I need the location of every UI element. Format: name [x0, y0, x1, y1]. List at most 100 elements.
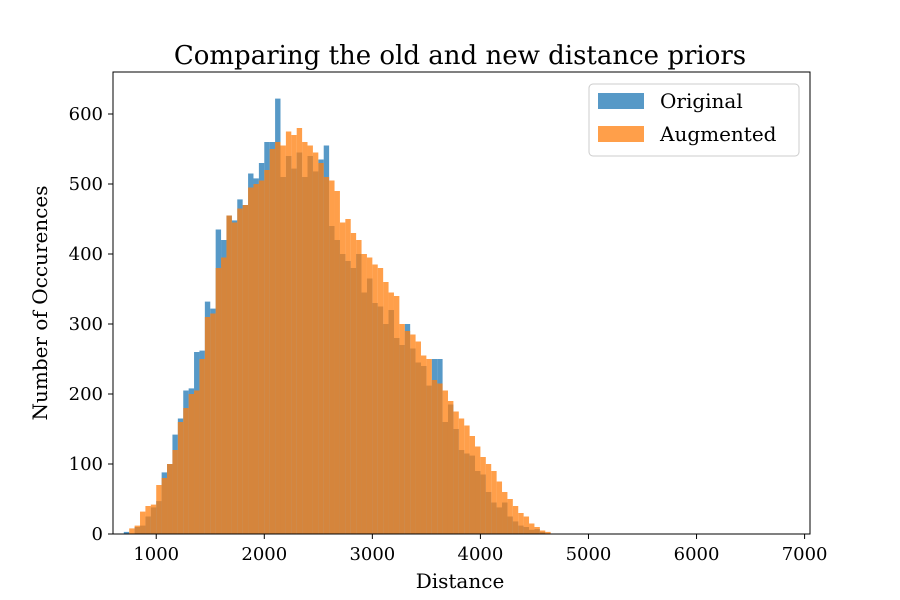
x-tick-label: 7000: [782, 544, 828, 565]
x-axis-label: Distance: [416, 569, 505, 593]
chart-title: Comparing the old and new distance prior…: [174, 41, 746, 71]
y-axis-label: Number of Occurences: [28, 186, 52, 421]
x-tick-label: 3000: [349, 544, 395, 565]
bar-augmented-3450: [420, 355, 427, 534]
bar-augmented-1950: [258, 180, 265, 534]
bar-augmented-3600: [437, 383, 443, 534]
bar-augmented-1200: [177, 422, 184, 534]
bar-augmented-3500: [426, 359, 432, 534]
legend-swatch-augmented: [598, 126, 644, 142]
bar-augmented-2550: [323, 177, 330, 534]
bar-augmented-4000: [480, 457, 486, 534]
bar-augmented-1750: [237, 208, 243, 534]
bar-augmented-900: [145, 506, 151, 534]
bar-augmented-2750: [345, 219, 351, 534]
bar-augmented-2300: [296, 128, 303, 534]
bar-augmented-2950: [366, 257, 373, 534]
bar-augmented-800: [134, 525, 141, 534]
legend-label-augmented: Augmented: [659, 122, 777, 146]
bar-augmented-1450: [204, 317, 211, 534]
x-tick-label: 6000: [674, 544, 720, 565]
bar-augmented-2900: [361, 254, 367, 534]
legend: Original Augmented: [588, 83, 800, 157]
bar-augmented-1400: [199, 359, 205, 534]
x-tick-label: 2000: [241, 544, 287, 565]
plot-frame: [112, 71, 811, 535]
bar-augmented-1550: [215, 268, 222, 534]
bar-augmented-1900: [253, 184, 259, 534]
bar-augmented-3950: [475, 446, 481, 534]
bar-augmented-750: [129, 528, 135, 534]
bar-augmented-2400: [307, 145, 313, 534]
bar-augmented-4200: [502, 492, 508, 534]
y-tick-label: 500: [69, 174, 103, 195]
bar-augmented-3250: [399, 324, 405, 534]
bar-augmented-1500: [210, 313, 216, 534]
bar-augmented-850: [140, 511, 146, 534]
bar-augmented-1150: [172, 450, 178, 534]
y-tick-label: 300: [69, 314, 103, 335]
bar-augmented-1700: [231, 222, 238, 534]
x-tick-label: 5000: [566, 544, 612, 565]
bar-augmented-2700: [339, 222, 346, 534]
bar-augmented-3700: [447, 401, 454, 534]
bar-augmented-3400: [415, 341, 421, 534]
y-tick-label: 0: [92, 524, 103, 545]
y-tick-label: 400: [69, 244, 103, 265]
bar-augmented-1300: [188, 394, 195, 534]
bar-augmented-2150: [280, 145, 286, 534]
bar-augmented-1800: [242, 205, 249, 534]
bar-augmented-3900: [469, 436, 476, 534]
bar-augmented-4050: [485, 464, 492, 534]
x-axis-ticks: 1000 2000 3000 4000 5000 6000 7000: [133, 534, 828, 565]
y-tick-label: 100: [69, 454, 103, 475]
bar-augmented-3650: [442, 390, 448, 534]
x-tick-label: 1000: [133, 544, 179, 565]
bar-augmented-3150: [388, 292, 394, 534]
bar-augmented-2050: [269, 149, 276, 534]
legend-swatch-original: [598, 93, 644, 109]
bar-augmented-4550: [539, 530, 546, 534]
bar-augmented-3350: [410, 334, 416, 534]
series-augmented-bars: [129, 128, 551, 534]
y-tick-label: 200: [69, 384, 103, 405]
bar-augmented-2200: [285, 131, 292, 534]
bar-augmented-3100: [383, 282, 389, 534]
bar-augmented-3550: [431, 380, 438, 534]
bar-augmented-1350: [194, 390, 200, 534]
bar-augmented-1850: [248, 187, 254, 534]
bar-augmented-2250: [291, 135, 297, 534]
bar-augmented-1600: [221, 257, 227, 534]
bar-augmented-1650: [226, 215, 232, 534]
bar-augmented-3050: [377, 268, 384, 534]
y-axis-ticks: 0 100 200 300 400 500 600: [69, 104, 113, 545]
bar-augmented-2850: [356, 240, 362, 534]
bar-augmented-4300: [512, 506, 519, 534]
bar-augmented-2450: [312, 152, 319, 534]
bar-augmented-4400: [523, 516, 530, 534]
bar-augmented-4600: [545, 531, 551, 534]
bar-augmented-2500: [318, 163, 324, 534]
bar-augmented-3000: [372, 264, 378, 534]
bar-augmented-1050: [161, 478, 168, 534]
bar-augmented-2350: [302, 142, 308, 534]
bar-augmented-4150: [496, 481, 503, 534]
bar-augmented-2800: [350, 233, 357, 534]
bar-augmented-2600: [329, 180, 335, 534]
bar-augmented-4350: [518, 513, 524, 534]
bar-augmented-3300: [404, 331, 411, 534]
bar-augmented-1100: [167, 464, 173, 534]
bar-augmented-3750: [453, 411, 459, 534]
bar-augmented-950: [150, 504, 157, 534]
bar-augmented-4100: [491, 471, 497, 534]
bar-augmented-1250: [183, 408, 189, 534]
y-tick-label: 600: [69, 104, 103, 125]
bar-augmented-4450: [529, 523, 535, 534]
bar-augmented-4500: [534, 527, 540, 534]
bar-augmented-2100: [275, 142, 281, 534]
bar-augmented-1000: [156, 485, 162, 534]
bar-augmented-3200: [393, 296, 400, 534]
bar-augmented-3800: [458, 418, 465, 534]
